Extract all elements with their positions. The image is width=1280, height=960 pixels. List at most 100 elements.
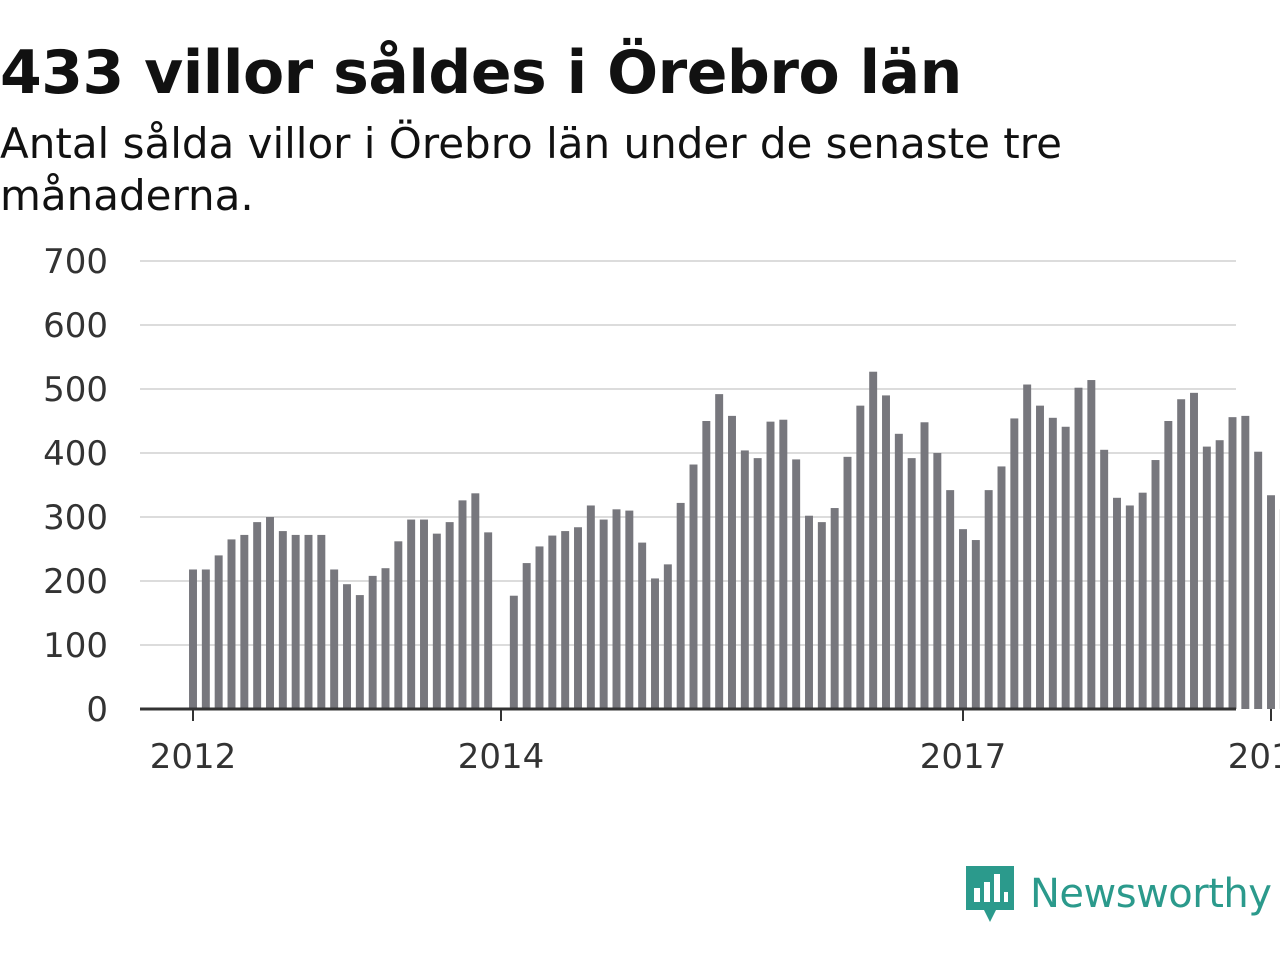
bar	[753, 458, 762, 709]
bar	[715, 394, 724, 709]
bar	[920, 422, 929, 709]
bar	[1010, 418, 1019, 709]
bar	[240, 534, 249, 709]
bar	[214, 555, 223, 709]
bar	[1190, 392, 1198, 709]
bar	[458, 500, 467, 709]
bar	[984, 490, 993, 709]
bar	[1087, 380, 1096, 709]
bar	[1177, 399, 1186, 709]
bar	[805, 515, 813, 709]
bar	[1036, 405, 1044, 709]
bar	[869, 371, 878, 709]
chart-subtitle: Antal sålda villor i Örebro län under de…	[0, 119, 1062, 220]
brand-name: Newsworthy	[1030, 871, 1272, 917]
bar	[1215, 440, 1224, 709]
bar	[253, 522, 262, 709]
newsworthy-logo-icon	[966, 866, 1014, 922]
bar	[407, 519, 416, 709]
bar	[535, 546, 544, 709]
bar	[394, 541, 403, 709]
bar	[432, 533, 441, 709]
bar	[702, 421, 711, 709]
bar	[907, 458, 916, 709]
y-tick-label: 600	[43, 306, 108, 346]
bar	[227, 539, 236, 709]
bar	[766, 421, 775, 709]
x-tick-label: 2012	[150, 737, 237, 777]
bars	[189, 371, 1280, 709]
bar	[1113, 497, 1121, 709]
bar	[317, 534, 326, 709]
bar	[1138, 492, 1147, 709]
brand-logo: Newsworthy	[964, 864, 1272, 924]
bar	[420, 519, 428, 709]
bar	[1074, 387, 1083, 709]
x-tick-label: 2014	[458, 737, 545, 777]
x-tick-label: 2017	[920, 737, 1007, 777]
bar	[586, 505, 595, 709]
bar	[933, 453, 942, 709]
bar	[651, 578, 659, 709]
bar	[856, 405, 865, 709]
y-tick-label: 700	[43, 242, 108, 282]
bar	[625, 510, 634, 709]
y-tick-label: 0	[86, 690, 108, 730]
bar	[971, 540, 980, 709]
bar	[599, 519, 608, 709]
bar	[471, 493, 480, 709]
bar	[1228, 417, 1237, 709]
bar	[740, 450, 749, 709]
x-axis-ticks: 201220142017201920222024	[150, 709, 1280, 777]
bar	[522, 563, 531, 709]
bar	[1061, 426, 1070, 709]
chart-title: 433 villor såldes i Örebro län	[0, 38, 962, 108]
bar	[1151, 460, 1160, 709]
bar	[946, 490, 955, 709]
y-tick-label: 200	[43, 562, 108, 602]
bar	[201, 569, 210, 709]
bar	[882, 395, 890, 709]
bar	[1254, 451, 1263, 709]
bar	[291, 534, 300, 709]
bar	[894, 433, 903, 709]
bar	[779, 419, 788, 709]
bar	[612, 509, 621, 709]
bar	[1023, 384, 1032, 709]
bar	[817, 522, 826, 709]
bar	[1267, 495, 1275, 709]
y-tick-label: 500	[43, 370, 108, 410]
bar	[1100, 449, 1109, 709]
bar-chart: 0 100 200 300 400 500 600 700 2012 2014 2017 2019 2…	[43, 242, 1280, 777]
x-tick-label: 2019	[1228, 737, 1280, 777]
bar	[843, 456, 852, 709]
bar	[830, 508, 839, 709]
bar	[278, 531, 287, 709]
bar	[959, 529, 967, 709]
bar	[381, 568, 390, 709]
bar	[484, 532, 493, 709]
bar	[574, 527, 582, 709]
bar	[792, 459, 801, 709]
bar	[304, 534, 313, 709]
bar	[561, 531, 570, 709]
bar	[368, 575, 377, 709]
bar	[728, 415, 736, 709]
bar	[1241, 415, 1250, 709]
bar	[1164, 421, 1173, 709]
bar	[676, 502, 685, 709]
bar	[266, 517, 274, 709]
bar	[445, 522, 454, 709]
y-tick-label: 300	[43, 498, 108, 538]
y-tick-label: 400	[43, 434, 108, 474]
bar	[548, 535, 557, 709]
gridlines	[140, 260, 1236, 646]
y-tick-label: 100	[43, 626, 108, 666]
bar	[1048, 417, 1057, 709]
bar	[1125, 505, 1134, 709]
y-axis-ticks: 0 100 200 300 400 500 600 700	[43, 242, 108, 730]
bar	[689, 464, 698, 709]
bar	[1202, 446, 1211, 709]
bar	[330, 569, 339, 709]
bar	[509, 595, 518, 709]
